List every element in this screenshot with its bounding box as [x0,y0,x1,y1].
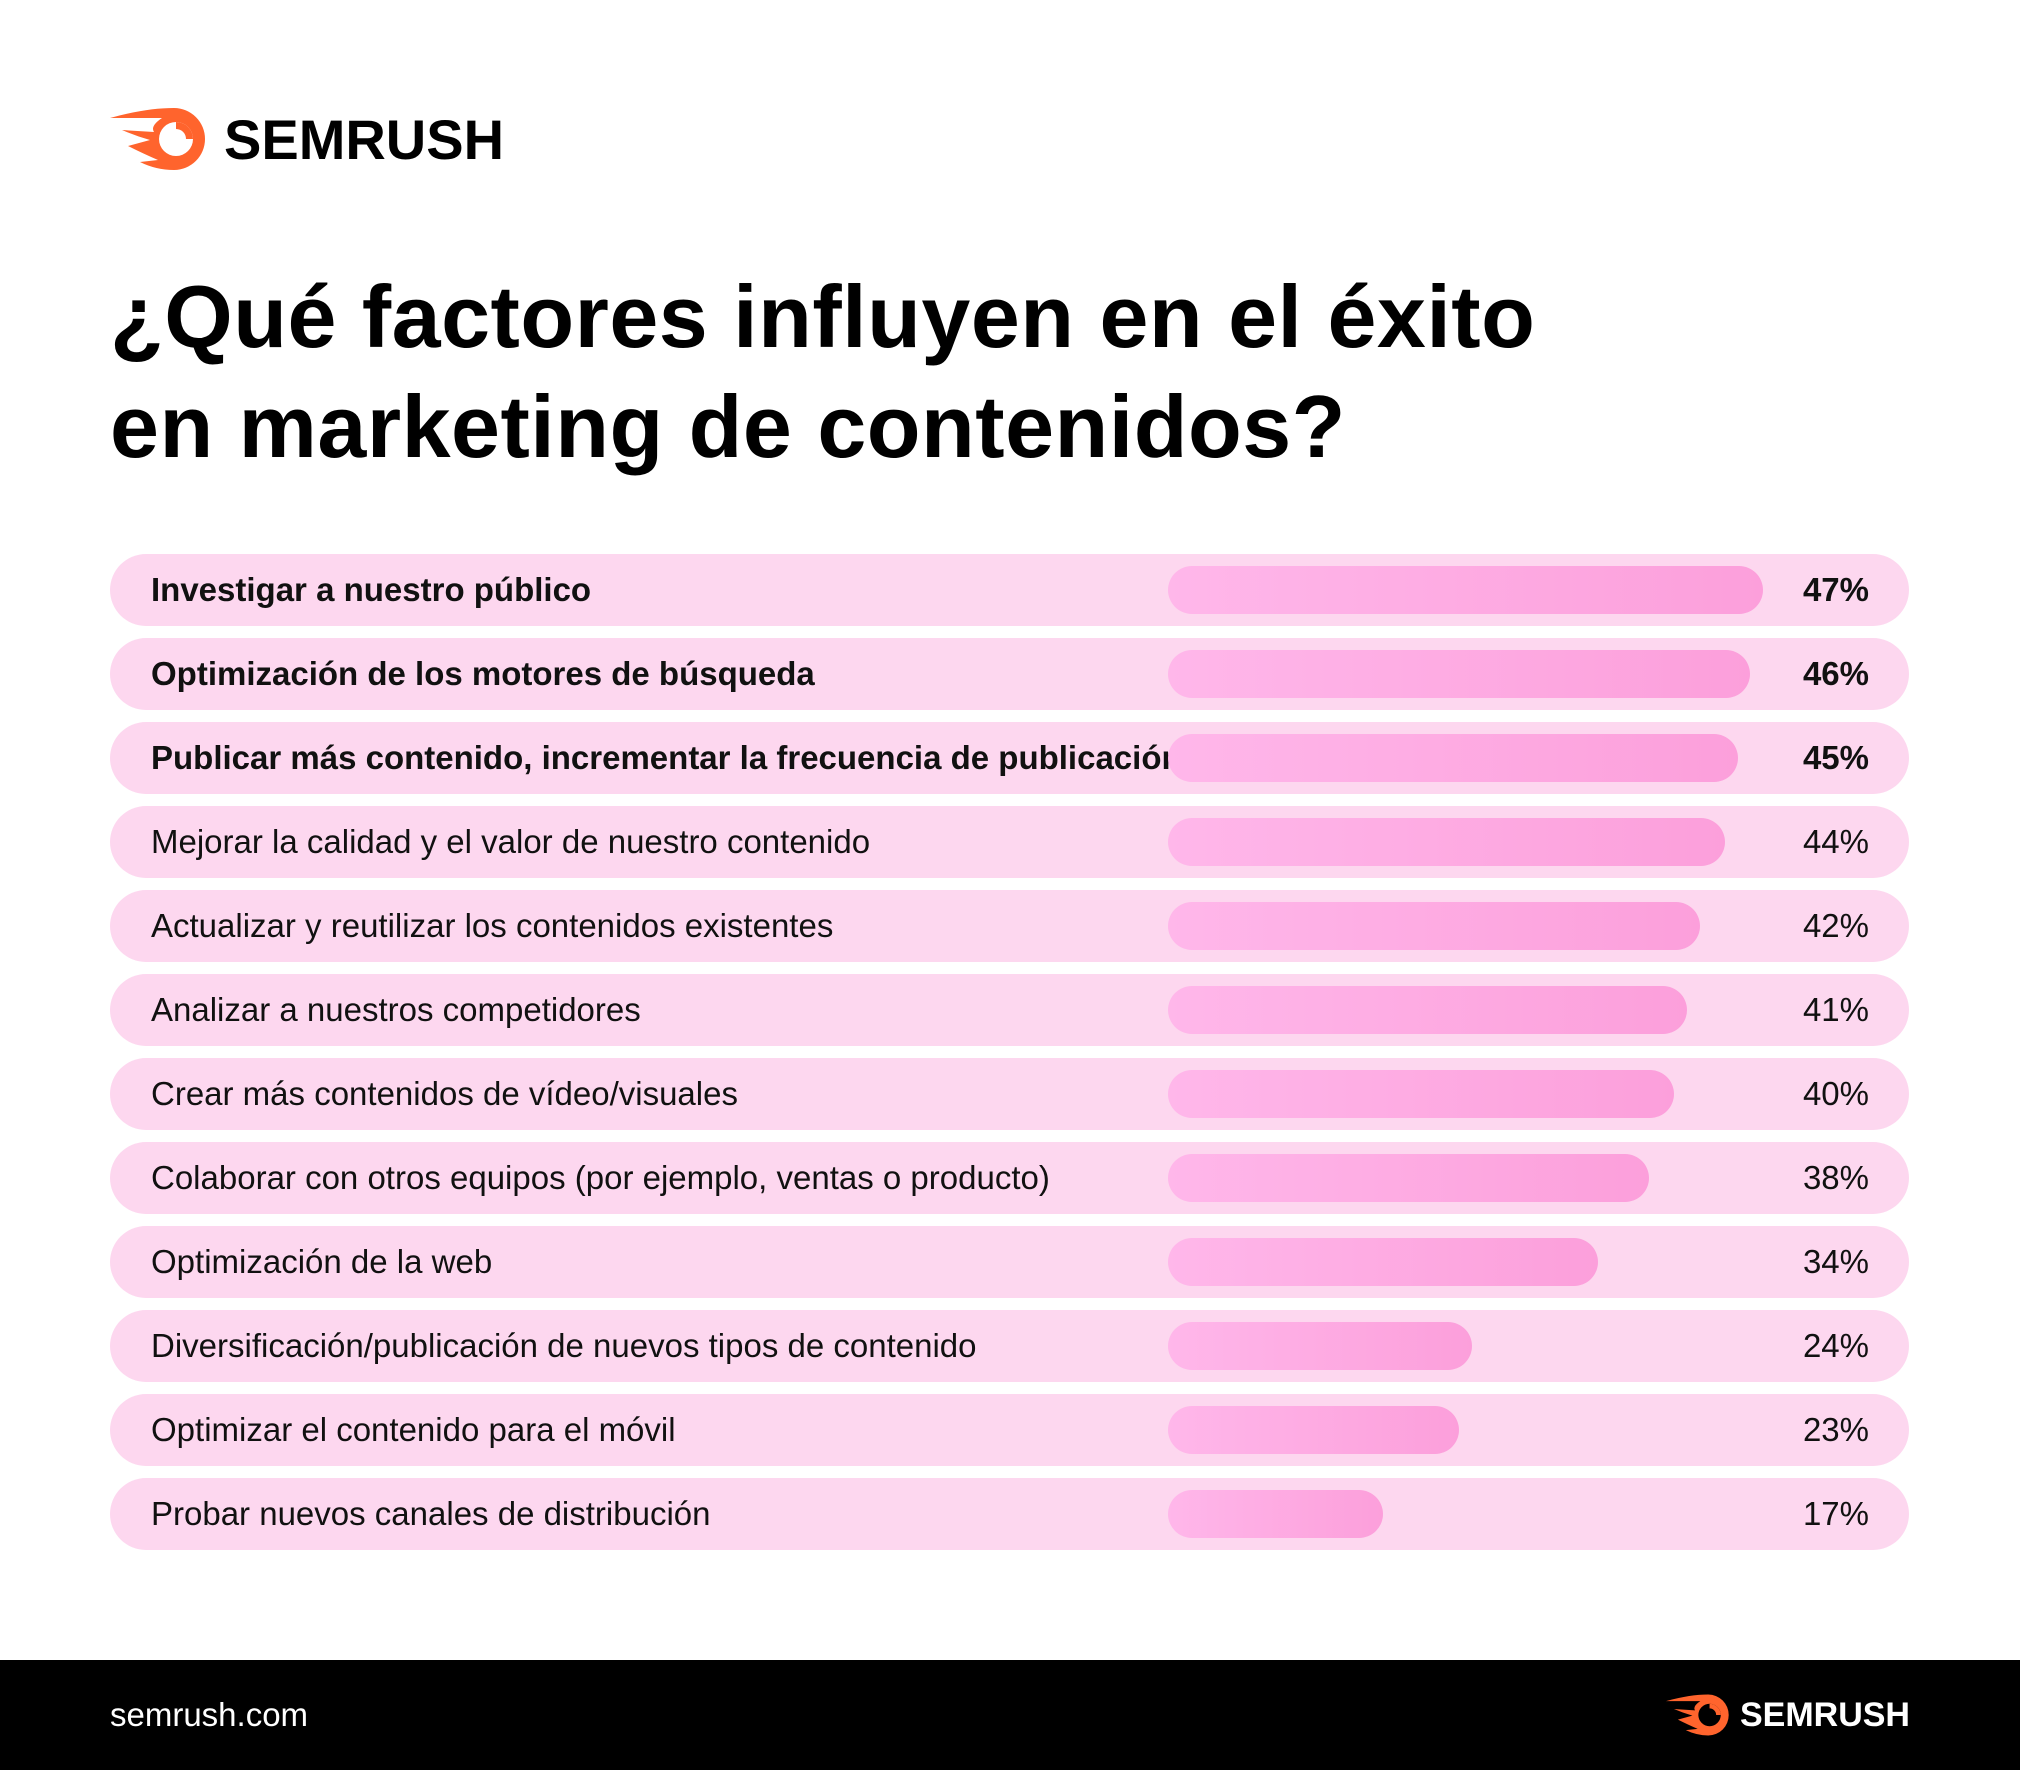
category-label: Optimización de la web [151,1243,493,1280]
category-label: Diversificación/publicación de nuevos ti… [151,1327,977,1364]
bar [1168,1070,1674,1118]
category-label: Optimización de los motores de búsqueda [151,655,815,692]
semrush-logo: SEMRUSH [110,106,504,172]
bar [1168,1154,1649,1202]
category-label: Mejorar la calidad y el valor de nuestro… [151,823,871,860]
footer: semrush.com SEMRUSH [0,1660,2020,1770]
page-title: ¿Qué factores influyen en el éxito en ma… [110,262,1535,482]
chart-row: Probar nuevos canales de distribución 17% [110,1478,1909,1550]
value-label: 41% [1802,991,1869,1028]
category-label: Publicar más contenido, incrementar la f… [151,739,1182,776]
chart-row: Colaborar con otros equipos (por ejemplo… [110,1142,1909,1214]
chart-row: Optimización de la web 34% [110,1226,1909,1298]
value-label: 34% [1802,1243,1869,1280]
value-label: 24% [1802,1327,1869,1364]
bar [1168,902,1700,950]
chart-row: Diversificación/publicación de nuevos ti… [110,1310,1909,1382]
chart-row: Investigar a nuestro público 47% [110,554,1909,626]
semrush-flame-icon [110,108,205,170]
category-label: Actualizar y reutilizar los contenidos e… [151,907,834,944]
bar [1168,818,1725,866]
category-label: Crear más contenidos de vídeo/visuales [151,1075,738,1112]
bar [1168,1490,1383,1538]
value-label: 45% [1802,739,1869,776]
logo-wordmark: SEMRUSH [224,107,505,171]
chart-row: Publicar más contenido, incrementar la f… [110,722,1909,794]
category-label: Colaborar con otros equipos (por ejemplo… [151,1159,1050,1196]
value-label: 42% [1802,907,1869,944]
bar [1168,1238,1598,1286]
category-label: Probar nuevos canales de distribución [151,1495,711,1532]
value-label: 46% [1802,655,1869,692]
value-label: 47% [1802,571,1869,608]
value-label: 44% [1802,823,1869,860]
value-label: 23% [1802,1411,1869,1448]
footer-logo-wordmark: SEMRUSH [1739,1695,1910,1734]
value-label: 38% [1802,1159,1869,1196]
category-label: Investigar a nuestro público [151,571,592,608]
chart-row: Optimización de los motores de búsqueda 4… [110,638,1909,710]
chart-row: Optimizar el contenido para el móvil 23% [110,1394,1909,1466]
title-line-1: ¿Qué factores influyen en el éxito [110,267,1536,366]
chart-row: Crear más contenidos de vídeo/visuales 40… [110,1058,1909,1130]
chart-row: Actualizar y reutilizar los contenidos e… [110,890,1909,962]
chart-row: Mejorar la calidad y el valor de nuestro… [110,806,1909,878]
value-label: 17% [1802,1495,1869,1532]
bar-chart: Investigar a nuestro público 47% Optimizac… [110,554,1909,1562]
bar [1168,986,1687,1034]
bar [1168,566,1763,614]
bar [1168,1406,1459,1454]
category-label: Optimizar el contenido para el móvil [151,1411,676,1448]
title-line-2: en marketing de contenidos? [110,377,1346,476]
chart-row: Analizar a nuestros competidores 41% [110,974,1909,1046]
footer-semrush-logo: SEMRUSH [1665,1693,1910,1737]
semrush-flame-icon [1665,1694,1729,1736]
bar [1168,734,1738,782]
category-label: Analizar a nuestros competidores [151,991,641,1028]
bar [1168,1322,1472,1370]
footer-site-link[interactable]: semrush.com [110,1696,309,1733]
value-label: 40% [1802,1075,1869,1112]
bar [1168,650,1750,698]
